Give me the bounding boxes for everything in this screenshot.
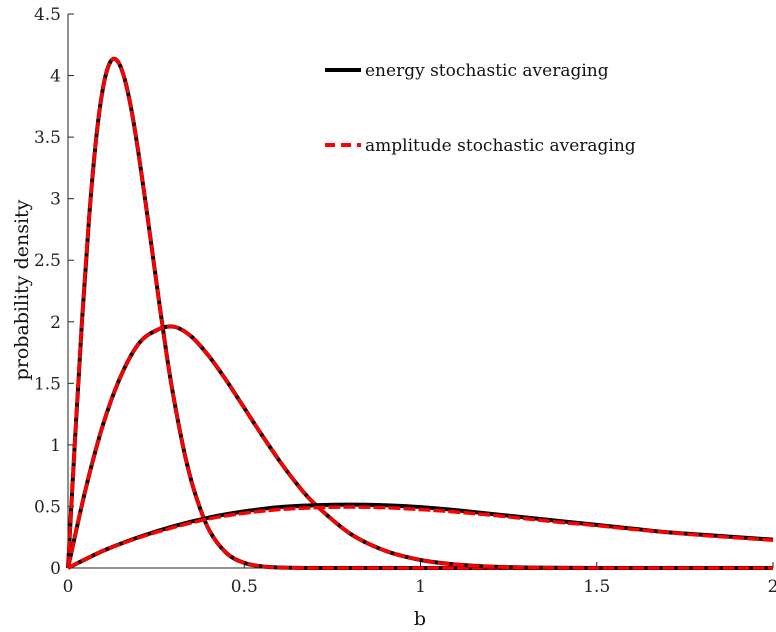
legend: energy stochastic averaging amplitude st…	[325, 61, 636, 156]
y-tick-label: 4	[50, 67, 61, 87]
y-tick-label: 3.5	[34, 128, 61, 148]
legend-label-amplitude: amplitude stochastic averaging	[365, 136, 636, 156]
y-tick-label: 2	[50, 313, 61, 333]
y-tick-label: 0	[50, 559, 61, 579]
y-axis-label: probability density	[11, 199, 33, 380]
y-tick-label: 2.5	[34, 251, 61, 271]
y-tick-label: 4.5	[34, 5, 61, 25]
legend-label-energy: energy stochastic averaging	[365, 61, 609, 81]
x-tick-label: 0.5	[231, 577, 258, 597]
x-tick-label: 0	[63, 577, 74, 597]
x-tick-label: 1	[415, 577, 426, 597]
series-line-amplitude-1	[66, 57, 773, 570]
axes	[67, 14, 773, 569]
y-tick-label: 1.5	[34, 374, 61, 394]
series-layer	[66, 56, 774, 571]
x-axis-label: b	[414, 608, 426, 630]
series-line-amplitude-2	[66, 324, 774, 570]
y-tick-label: 1	[50, 436, 61, 456]
y-tick-label: 3	[50, 190, 61, 210]
x-tick-label: 2	[768, 577, 776, 597]
series-line-amplitude-3	[67, 505, 774, 570]
x-tick-label: 1.5	[583, 577, 610, 597]
y-tick-label: 0.5	[34, 497, 61, 517]
y-ticks: 0 0.5 1 1.5 2 2.5 3 3.5 4 4.5	[34, 5, 74, 579]
